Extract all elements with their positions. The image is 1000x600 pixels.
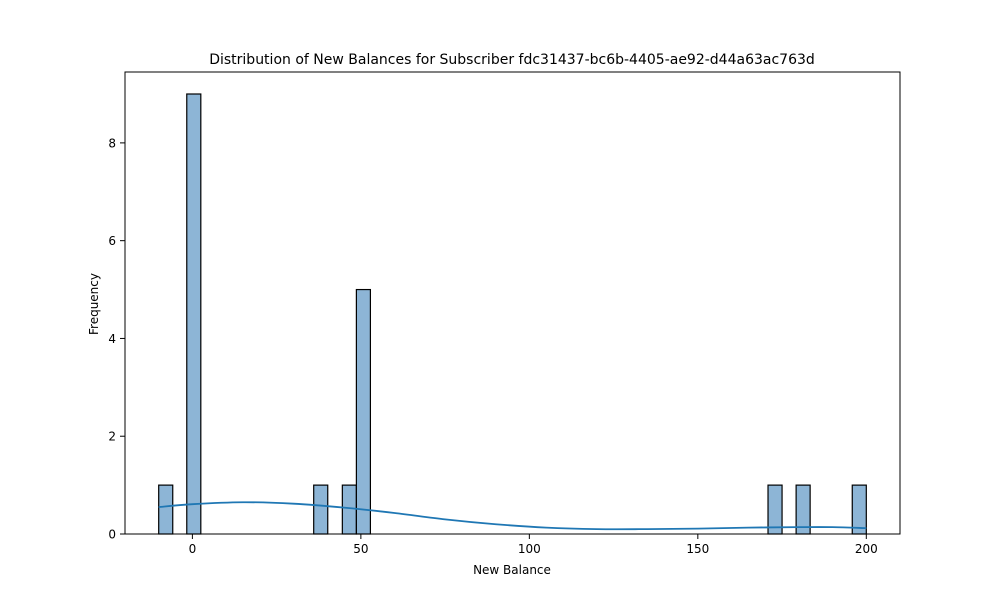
x-tick-label: 100 [518,542,541,556]
y-tick-label: 6 [108,234,116,248]
kde-line [158,501,867,531]
x-ticks: 0 50 100 150 200 [189,534,878,556]
y-ticks: 0 2 4 6 8 [108,136,125,542]
axes-layer [124,71,901,535]
histogram-bar [341,484,357,535]
x-tick-label: 50 [353,542,368,556]
x-tick-label: 0 [189,542,197,556]
bars-layer [158,93,867,535]
y-tick-label: 2 [108,430,116,444]
x-axis-label: New Balance [473,563,551,577]
y-tick-label: 0 [108,528,116,542]
x-tick-label: 150 [686,542,709,556]
histogram-bar [313,484,329,535]
kde-layer [158,501,867,531]
chart-title: Distribution of New Balances for Subscri… [209,52,815,68]
y-tick-label: 8 [108,136,116,150]
plot-frame [124,71,901,535]
histogram-bar [158,484,174,535]
histogram-bar [355,288,372,535]
y-axis-label: Frequency [87,273,101,335]
histogram-bar [186,93,202,535]
x-tick-label: 200 [855,542,878,556]
y-tick-label: 4 [108,332,116,346]
histogram-bar [851,484,867,535]
